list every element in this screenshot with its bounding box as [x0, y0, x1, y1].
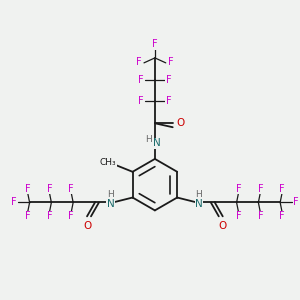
Text: H: H [107, 190, 114, 199]
Text: N: N [107, 200, 115, 209]
Text: F: F [138, 97, 144, 106]
Text: F: F [25, 184, 30, 194]
Text: F: F [293, 197, 299, 208]
Text: F: F [257, 211, 263, 221]
Text: F: F [46, 211, 52, 221]
Text: F: F [236, 184, 242, 194]
Text: F: F [257, 184, 263, 194]
Text: O: O [83, 221, 91, 231]
Text: F: F [46, 184, 52, 194]
Text: H: H [146, 135, 152, 144]
Text: F: F [68, 211, 74, 221]
Text: F: F [279, 184, 285, 194]
Text: F: F [279, 211, 285, 221]
Text: F: F [152, 39, 158, 49]
Text: F: F [166, 75, 172, 85]
Text: F: F [68, 184, 74, 194]
Text: F: F [11, 197, 16, 208]
Text: H: H [196, 190, 202, 199]
Text: F: F [166, 97, 172, 106]
Text: F: F [138, 75, 144, 85]
Text: O: O [219, 221, 227, 231]
Text: CH₃: CH₃ [100, 158, 116, 167]
Text: F: F [136, 57, 142, 67]
Text: N: N [195, 200, 203, 209]
Text: F: F [236, 211, 242, 221]
Text: N: N [153, 138, 161, 148]
Text: O: O [176, 118, 185, 128]
Text: F: F [168, 57, 173, 67]
Text: F: F [25, 211, 30, 221]
